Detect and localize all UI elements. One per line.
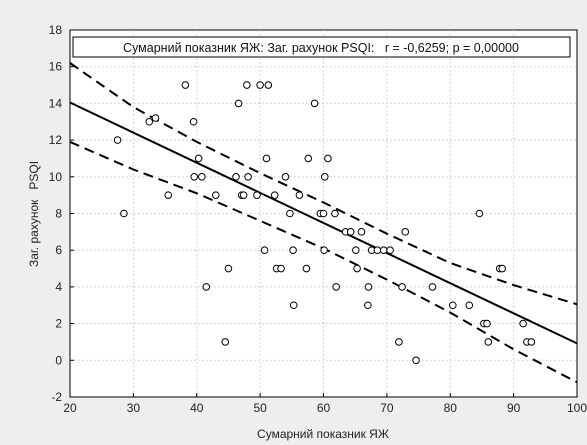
data-point [320, 173, 329, 181]
data-point [234, 99, 243, 108]
data-point [224, 264, 233, 273]
data-point [304, 154, 313, 163]
data-point [211, 191, 220, 199]
x-tick-label: 60 [317, 401, 331, 415]
data-point [202, 283, 211, 291]
y-tick-label: 18 [49, 23, 63, 37]
data-point [401, 228, 410, 236]
data-point [221, 338, 230, 346]
data-point [519, 319, 527, 328]
data-point [151, 114, 160, 122]
data-point [331, 209, 339, 218]
x-tick-label: 30 [127, 401, 141, 415]
y-tick-label: 10 [49, 170, 63, 184]
data-point [352, 246, 360, 254]
data-point [364, 301, 372, 310]
data-point [475, 209, 484, 218]
y-tick-label: 0 [55, 353, 62, 367]
x-axis-label: Сумарний показник ЯЖ [257, 427, 389, 441]
x-tick-label: 50 [253, 401, 267, 415]
y-tick-label: 8 [55, 207, 62, 221]
y-tick-label: -2 [51, 390, 62, 404]
data-point [379, 246, 388, 254]
data-point [243, 81, 251, 89]
y-tick-label: 4 [55, 280, 62, 294]
y-tick-label: 14 [49, 96, 63, 110]
y-tick-label: 2 [55, 317, 62, 331]
data-point [262, 154, 271, 163]
data-point [386, 246, 394, 254]
data-point [270, 191, 279, 199]
data-point [465, 301, 474, 310]
x-tick-label: 20 [63, 401, 77, 415]
y-tick-label: 12 [49, 133, 63, 147]
data-point [286, 209, 294, 218]
data-point [244, 173, 252, 181]
data-point [190, 173, 199, 181]
y-tick-label: 6 [55, 243, 62, 257]
y-axis-label: Заг. рахунок PSQI [27, 161, 41, 267]
data-point [364, 283, 373, 291]
data-point [113, 136, 122, 144]
data-point [324, 154, 332, 163]
data-points [113, 81, 536, 365]
data-point [120, 209, 128, 218]
data-point [483, 319, 491, 328]
title-box [72, 36, 571, 58]
data-point [428, 283, 437, 291]
data-point [189, 117, 198, 126]
data-point [319, 209, 328, 218]
data-point [145, 117, 154, 126]
data-point [264, 81, 273, 89]
data-point [412, 356, 420, 365]
x-tick-label: 90 [507, 401, 521, 415]
x-tick-label: 100 [567, 401, 587, 415]
data-point [373, 246, 382, 254]
data-point [310, 99, 319, 108]
data-point [302, 264, 311, 273]
data-point [498, 264, 507, 273]
data-point [357, 228, 366, 236]
data-point [194, 154, 203, 163]
x-axis-ticks: 20 30 40 50 60 70 80 90 100 [63, 393, 587, 415]
data-point [332, 283, 340, 291]
data-point [253, 191, 261, 199]
data-point [277, 264, 285, 273]
data-point [346, 228, 355, 236]
data-point [398, 283, 406, 291]
data-point [295, 191, 304, 199]
x-tick-label: 40 [190, 401, 204, 415]
data-point [320, 246, 328, 254]
data-point [527, 338, 536, 346]
chart-title: Сумарний показник ЯЖ: Заг. рахунок PSQI:… [123, 41, 519, 55]
data-point [256, 81, 264, 89]
data-point [281, 173, 290, 181]
x-tick-label: 80 [444, 401, 458, 415]
data-point [198, 173, 206, 181]
data-point [484, 338, 493, 346]
data-point [395, 338, 403, 346]
regression-line-group [69, 101, 578, 345]
y-axis-ticks: -2 0 2 4 6 8 10 12 14 16 18 [49, 23, 74, 404]
y-tick-label: 16 [49, 60, 63, 74]
data-point [164, 191, 173, 199]
data-point [289, 301, 298, 310]
x-tick-label: 70 [380, 401, 394, 415]
data-point [239, 191, 248, 199]
regression-line [69, 101, 578, 345]
data-point [289, 246, 297, 254]
data-point [260, 246, 269, 254]
data-point [353, 264, 361, 273]
data-point [448, 301, 457, 310]
data-point [181, 81, 190, 89]
data-point [232, 173, 240, 181]
